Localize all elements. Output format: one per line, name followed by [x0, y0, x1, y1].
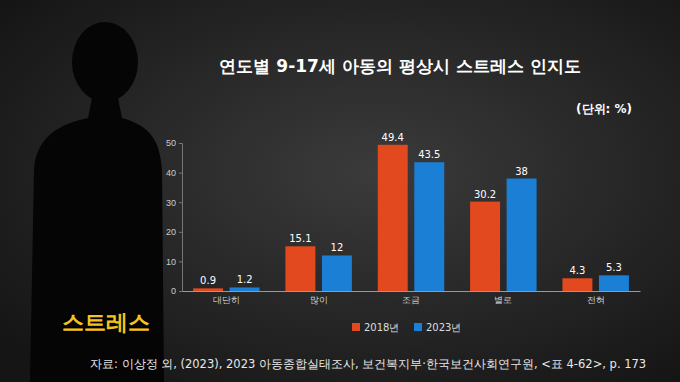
bar — [285, 246, 315, 291]
y-tick: 40 — [166, 168, 182, 178]
bar — [470, 202, 500, 291]
legend-label: 2018년 — [364, 322, 399, 333]
y-axis: 0 10 20 30 40 50 — [166, 138, 183, 296]
bar — [414, 162, 444, 291]
legend-swatch — [414, 323, 422, 331]
y-tick-mark — [179, 291, 182, 292]
bar — [378, 145, 408, 291]
title: 연도별 9-17세 아동의 평상시 스트레스 인지도 — [219, 56, 580, 76]
y-tick: 0 — [171, 286, 182, 296]
chart-container: 연도별 9-17세 아동의 평상시 스트레스 인지도 (단위: %) 스트레스자료:… — [0, 0, 680, 382]
bar — [599, 275, 629, 291]
bar — [322, 255, 352, 291]
x-tick: 전혀 — [587, 291, 605, 305]
legend-swatch — [352, 323, 360, 331]
data-label: 43.5 — [418, 149, 440, 160]
y-tick-mark — [179, 261, 182, 262]
y-tick-label: 40 — [166, 168, 176, 178]
data-label: 15.1 — [289, 233, 311, 244]
x-tick: 많이 — [310, 291, 328, 305]
x-axis: 대단히 많이 조금 별로 전혀 — [183, 291, 641, 305]
y-tick: 10 — [166, 257, 182, 267]
legend: 2018년 2023년 — [352, 322, 461, 333]
y-tick-label: 20 — [166, 227, 176, 237]
legend-label: 2023년 — [426, 322, 461, 333]
data-label: 49.4 — [382, 132, 404, 143]
background — [0, 0, 680, 382]
source: 자료: 이상정 외, (2023), 2023 아동종합실태조사, 보건복지부·… — [90, 357, 646, 371]
x-tick: 조금 — [402, 291, 420, 305]
y-tick-label: 0 — [171, 286, 176, 296]
bar — [193, 288, 223, 291]
x-tick-label: 조금 — [402, 295, 420, 305]
data-label: 12 — [331, 242, 344, 253]
bar — [562, 278, 592, 291]
data-label: 0.9 — [200, 275, 216, 286]
bar — [507, 179, 537, 291]
data-label: 1.2 — [237, 274, 253, 285]
data-labels: 0.9 15.1 49.4 30.2 4.3 1.2 12 43.5 38 5.3 — [200, 132, 622, 287]
x-tick-label: 많이 — [310, 295, 328, 305]
data-label: 30.2 — [474, 189, 496, 200]
x-tick-label: 별로 — [494, 295, 512, 305]
y-tick-mark — [179, 202, 182, 203]
y-tick-label: 10 — [166, 257, 176, 267]
y-tick-mark — [179, 173, 182, 174]
data-label: 5.3 — [606, 262, 622, 273]
bar — [230, 287, 260, 291]
x-tick: 별로 — [494, 291, 512, 305]
y-axis-line — [179, 144, 183, 292]
silhouette-body — [30, 98, 164, 382]
x-tick-label: 전혀 — [587, 295, 605, 305]
x-tick-label: 대단히 — [213, 295, 240, 305]
silhouette-head — [72, 22, 138, 102]
x-axis-line — [183, 291, 641, 292]
y-tick: 50 — [166, 138, 182, 148]
chart-svg: 연도별 9-17세 아동의 평상시 스트레스 인지도 (단위: %) 스트레스자료:… — [0, 0, 680, 382]
x-tick: 대단히 — [213, 291, 240, 305]
data-label: 38 — [515, 166, 528, 177]
y-tick-mark — [179, 143, 182, 144]
y-tick-mark — [179, 232, 182, 233]
stress-label: 스트레스 — [62, 310, 150, 335]
bars — [193, 145, 629, 291]
y-tick: 30 — [166, 198, 182, 208]
unit-note: (단위: %) — [576, 102, 632, 116]
data-label: 4.3 — [569, 265, 585, 276]
silhouette — [30, 22, 164, 382]
y-tick-label: 30 — [166, 198, 176, 208]
y-tick-label: 50 — [166, 138, 176, 148]
y-tick: 20 — [166, 227, 182, 237]
